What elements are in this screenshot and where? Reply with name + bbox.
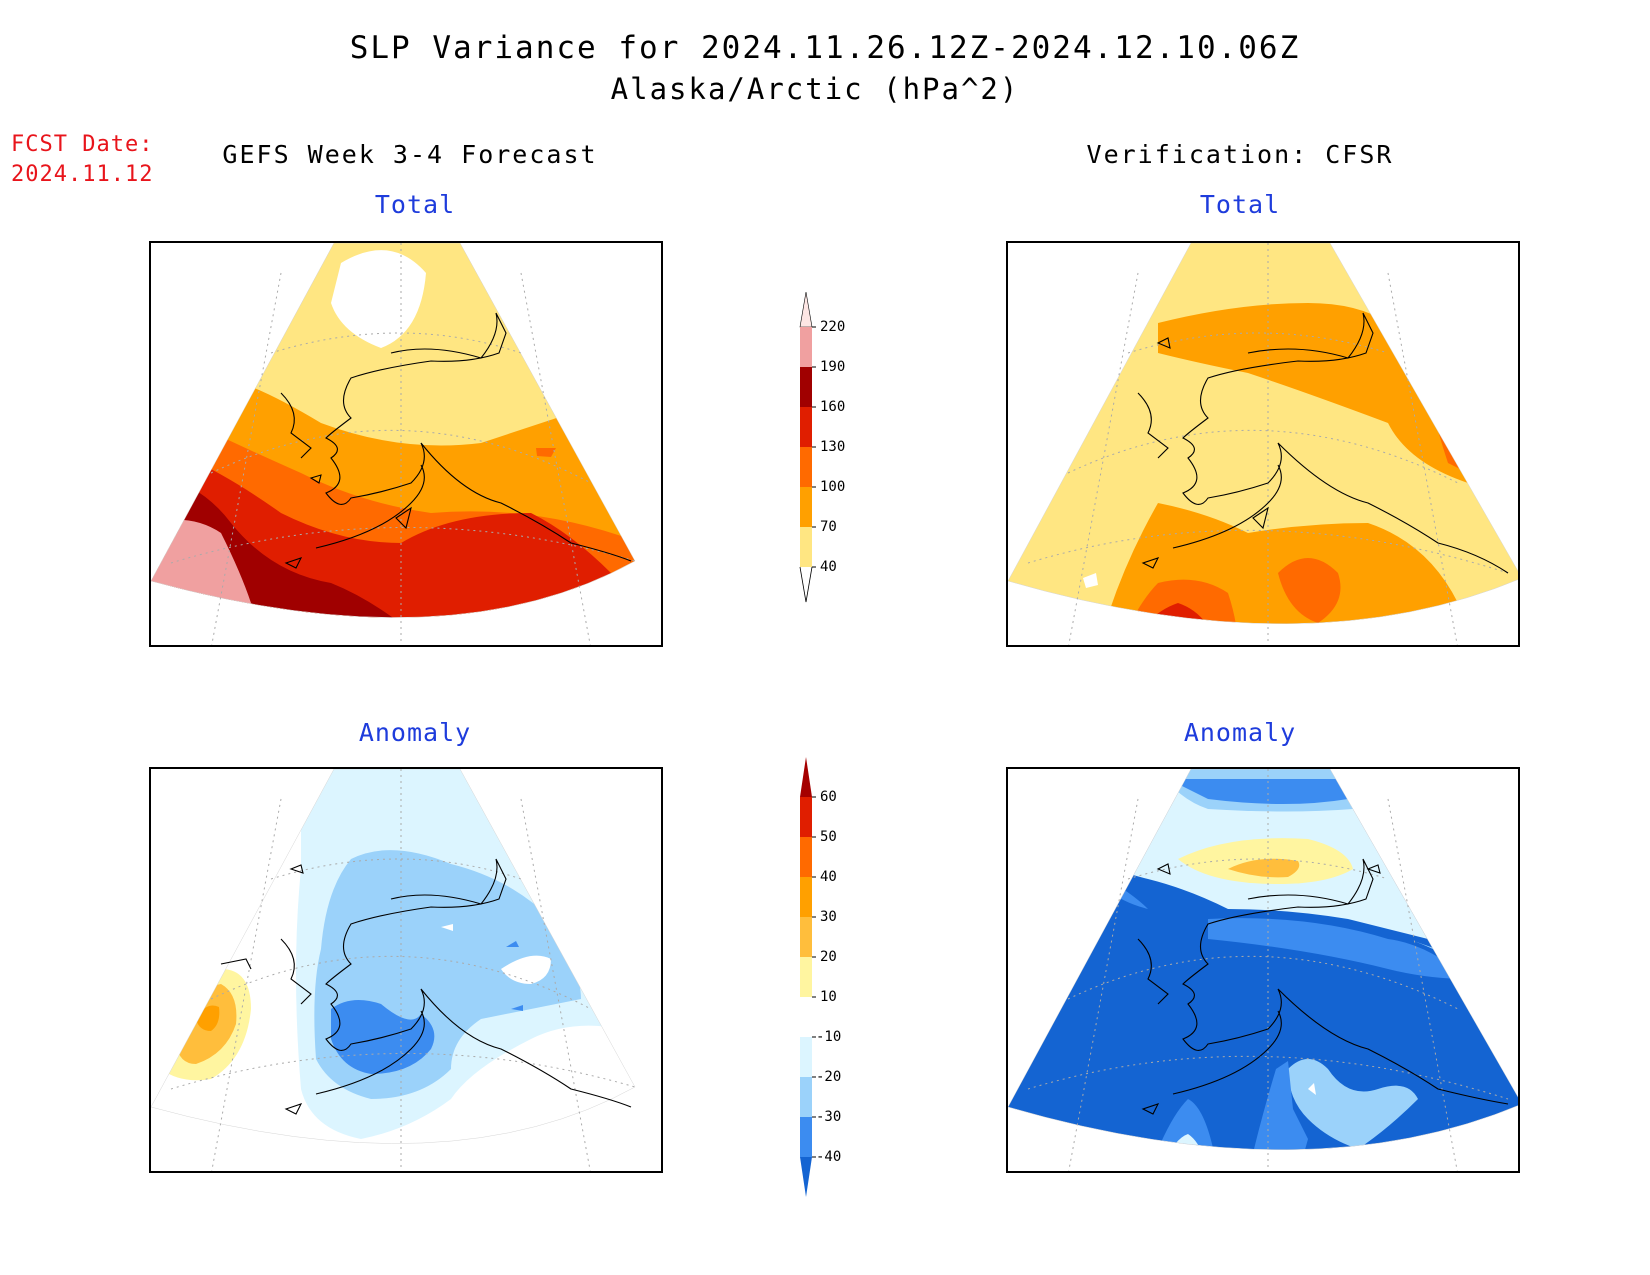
fcst-label: FCST Date: [11,132,154,157]
total-colorbar-tick-label: 220 [820,319,845,335]
forecast-total-label: Total [374,190,456,219]
total-colorbar-top-arrow [799,291,813,328]
forecast-column-title: GEFS Week 3-4 Forecast [222,140,598,169]
forecast-anomaly-label: Anomaly [358,718,472,747]
anomaly-colorbar-tick-label: -20 [816,1069,841,1085]
total-colorbar-bottom-arrow [799,566,813,603]
anomaly-colorbar-tick-label: 30 [820,909,837,925]
verification-anomaly-map [1006,767,1520,1173]
anomaly-colorbar-bottom-arrow [800,1157,812,1197]
anomaly-colorbar-tick-label: 60 [820,789,837,805]
verification-column-title: Verification: CFSR [1086,140,1394,169]
forecast-total-map [149,241,663,647]
total-colorbar-swatch [800,447,812,487]
fcst-date: 2024.11.12 [11,162,154,187]
anomaly-colorbar-swatch [800,1117,812,1157]
total-colorbar-swatch [800,367,812,407]
verification-total-label: Total [1199,190,1281,219]
verification-anomaly-label: Anomaly [1183,718,1297,747]
anomaly-colorbar-top-arrow [800,757,812,797]
anomaly-colorbar-swatch [800,1037,812,1077]
total-colorbar-tick-label: 100 [820,479,845,495]
anomaly-colorbar-swatch [800,997,812,1037]
forecast-anomaly-map [149,767,663,1173]
anomaly-colorbar-tick-label: 40 [820,869,837,885]
anomaly-colorbar-swatch [800,797,812,837]
anomaly-colorbar-tick-label: 10 [820,989,837,1005]
anomaly-colorbar-swatch [800,877,812,917]
total-colorbar-tick-label: 130 [820,439,845,455]
verification-total-map [1006,241,1520,647]
anomaly-colorbar-swatch [800,917,812,957]
anomaly-colorbar-tick-label: -40 [816,1149,841,1165]
main-subtitle: Alaska/Arctic (hPa^2) [610,72,1020,106]
anomaly-colorbar-tick-label: 50 [820,829,837,845]
total-colorbar-tick-label: 70 [820,519,837,535]
anomaly-colorbar-swatch [800,837,812,877]
anomaly-colorbar-tick-label: -10 [816,1029,841,1045]
total-colorbar-tick-label: 160 [820,399,845,415]
main-title: SLP Variance for 2024.11.26.12Z-2024.12.… [349,30,1301,66]
total-colorbar-swatch [800,527,812,567]
total-colorbar-tick-label: 190 [820,359,845,375]
total-colorbar-tick-label: 40 [820,559,837,575]
anomaly-colorbar-swatch [800,957,812,997]
anomaly-colorbar-tick-label: -30 [816,1109,841,1125]
total-colorbar: 220 190 160 130 100 70 40 [796,282,876,616]
anomaly-colorbar: 60 50 40 30 20 10 -10 -20 -30 -40 [796,752,876,1206]
total-colorbar-swatch [800,487,812,527]
total-colorbar-swatch [800,327,812,367]
anomaly-colorbar-tick-label: 20 [820,949,837,965]
total-colorbar-swatch [800,407,812,447]
anomaly-colorbar-swatch [800,1077,812,1117]
